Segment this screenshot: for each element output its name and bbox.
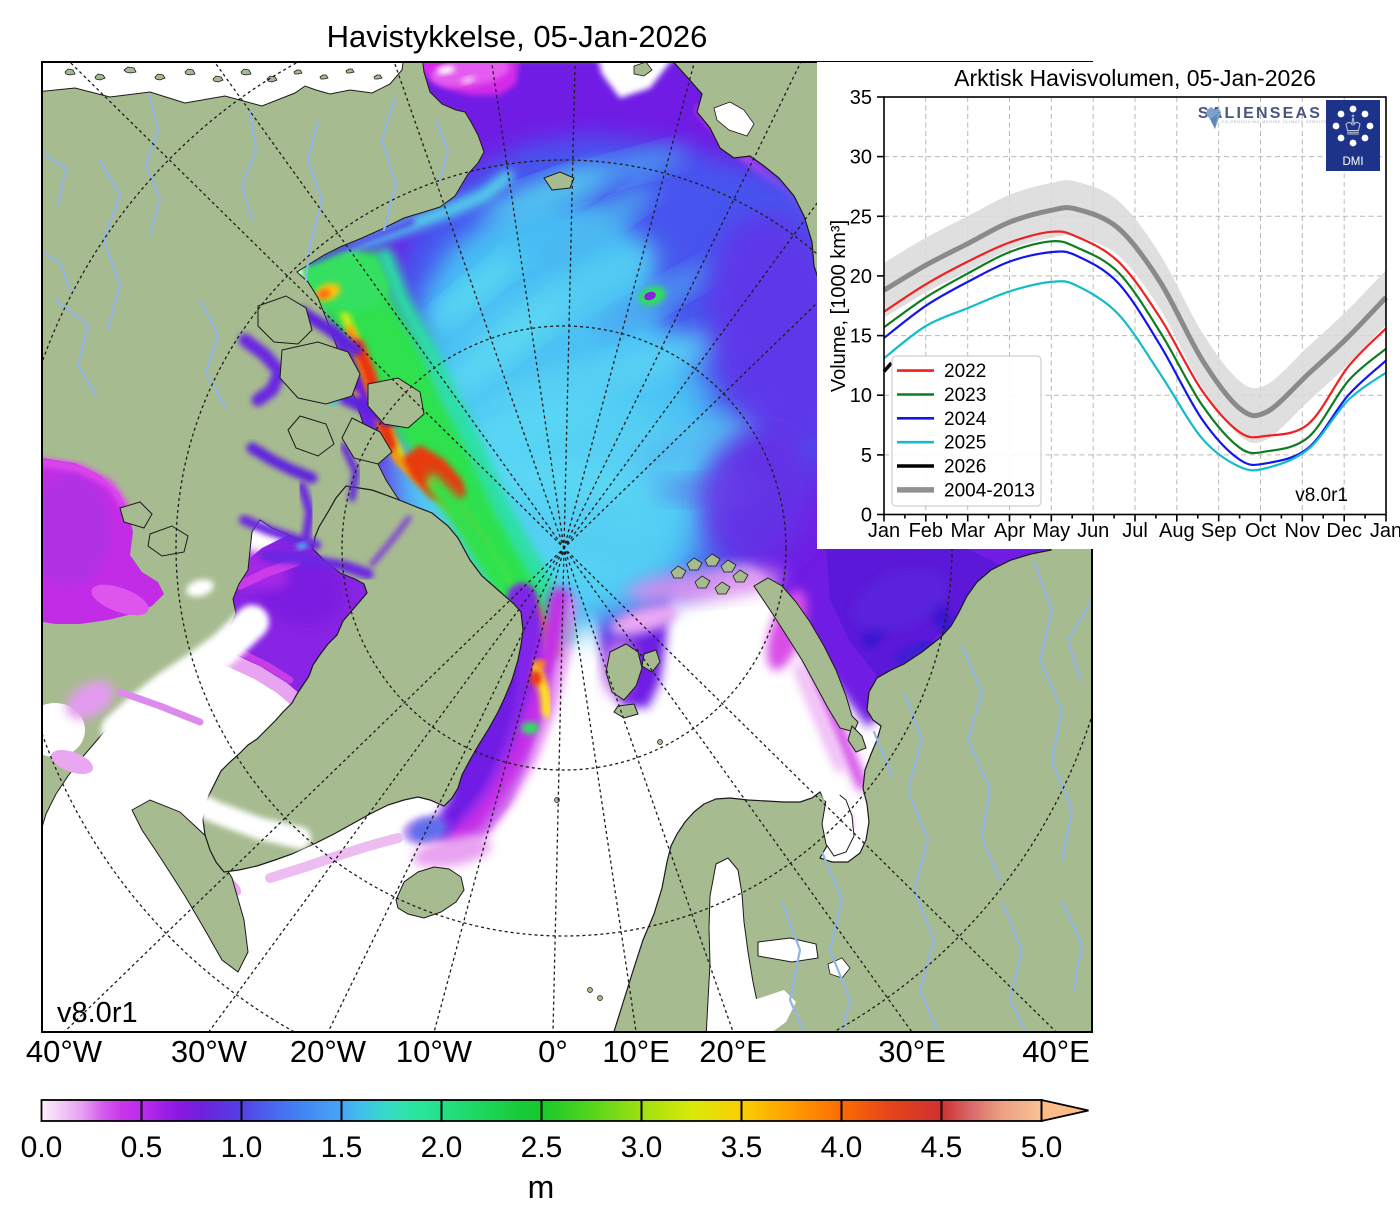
svg-text:CO-PRODUCING MARINE CLIMATE SE: CO-PRODUCING MARINE CLIMATE SERVICES xyxy=(1221,119,1330,124)
svg-text:2.5: 2.5 xyxy=(521,1131,563,1164)
svg-text:25: 25 xyxy=(850,206,872,228)
svg-text:2022: 2022 xyxy=(944,361,986,382)
svg-text:Jan: Jan xyxy=(868,520,900,542)
svg-text:1.0: 1.0 xyxy=(221,1131,263,1164)
svg-text:Havistykkelse, 05-Jan-2026: Havistykkelse, 05-Jan-2026 xyxy=(327,19,708,54)
svg-text:30°W: 30°W xyxy=(171,1034,248,1069)
svg-text:Nov: Nov xyxy=(1285,520,1321,542)
svg-text:20°E: 20°E xyxy=(699,1034,767,1069)
svg-text:Arktisk Havisvolumen, 05-Jan-2: Arktisk Havisvolumen, 05-Jan-2026 xyxy=(954,65,1316,91)
svg-text:Oct: Oct xyxy=(1245,520,1277,542)
svg-text:Jan: Jan xyxy=(1370,520,1400,542)
svg-text:Volume, [1000 km³]: Volume, [1000 km³] xyxy=(828,220,850,392)
svg-text:0°: 0° xyxy=(538,1034,568,1069)
svg-text:5.0: 5.0 xyxy=(1021,1131,1063,1164)
svg-text:Sep: Sep xyxy=(1201,520,1237,542)
svg-text:2.0: 2.0 xyxy=(421,1131,463,1164)
svg-text:2023: 2023 xyxy=(944,385,986,406)
svg-text:5: 5 xyxy=(861,445,872,467)
svg-text:m: m xyxy=(528,1169,555,1205)
svg-text:0: 0 xyxy=(861,505,872,527)
svg-text:1.5: 1.5 xyxy=(321,1131,363,1164)
svg-text:v8.0r1: v8.0r1 xyxy=(1295,485,1348,506)
svg-text:40°W: 40°W xyxy=(26,1034,103,1069)
svg-text:2026: 2026 xyxy=(944,457,986,478)
svg-text:2004-2013: 2004-2013 xyxy=(944,480,1035,501)
svg-text:May: May xyxy=(1032,520,1070,542)
svg-text:DMI: DMI xyxy=(1342,156,1363,168)
svg-text:2025: 2025 xyxy=(944,433,986,454)
svg-text:Jul: Jul xyxy=(1122,520,1148,542)
svg-text:Feb: Feb xyxy=(909,520,943,542)
svg-text:SALIENSEAS: SALIENSEAS xyxy=(1198,105,1322,122)
svg-text:4.0: 4.0 xyxy=(821,1131,863,1164)
svg-text:3.0: 3.0 xyxy=(621,1131,663,1164)
svg-text:Mar: Mar xyxy=(950,520,985,542)
svg-text:Dec: Dec xyxy=(1326,520,1362,542)
svg-text:0.5: 0.5 xyxy=(121,1131,163,1164)
svg-text:40°E: 40°E xyxy=(1022,1034,1090,1069)
svg-text:3.5: 3.5 xyxy=(721,1131,763,1164)
svg-text:20°W: 20°W xyxy=(290,1034,367,1069)
svg-text:4.5: 4.5 xyxy=(921,1131,963,1164)
svg-text:35: 35 xyxy=(850,87,872,109)
svg-text:v8.0r1: v8.0r1 xyxy=(57,997,138,1029)
svg-text:30°E: 30°E xyxy=(878,1034,946,1069)
svg-text:10°W: 10°W xyxy=(396,1034,473,1069)
svg-text:10°E: 10°E xyxy=(602,1034,670,1069)
svg-text:Aug: Aug xyxy=(1159,520,1195,542)
svg-text:20: 20 xyxy=(850,266,872,288)
svg-text:0.0: 0.0 xyxy=(21,1131,63,1164)
svg-text:2024: 2024 xyxy=(944,409,987,430)
svg-text:15: 15 xyxy=(850,326,872,348)
svg-text:30: 30 xyxy=(850,147,872,169)
svg-text:Jun: Jun xyxy=(1077,520,1109,542)
svg-text:Apr: Apr xyxy=(994,520,1025,542)
svg-text:10: 10 xyxy=(850,385,872,407)
